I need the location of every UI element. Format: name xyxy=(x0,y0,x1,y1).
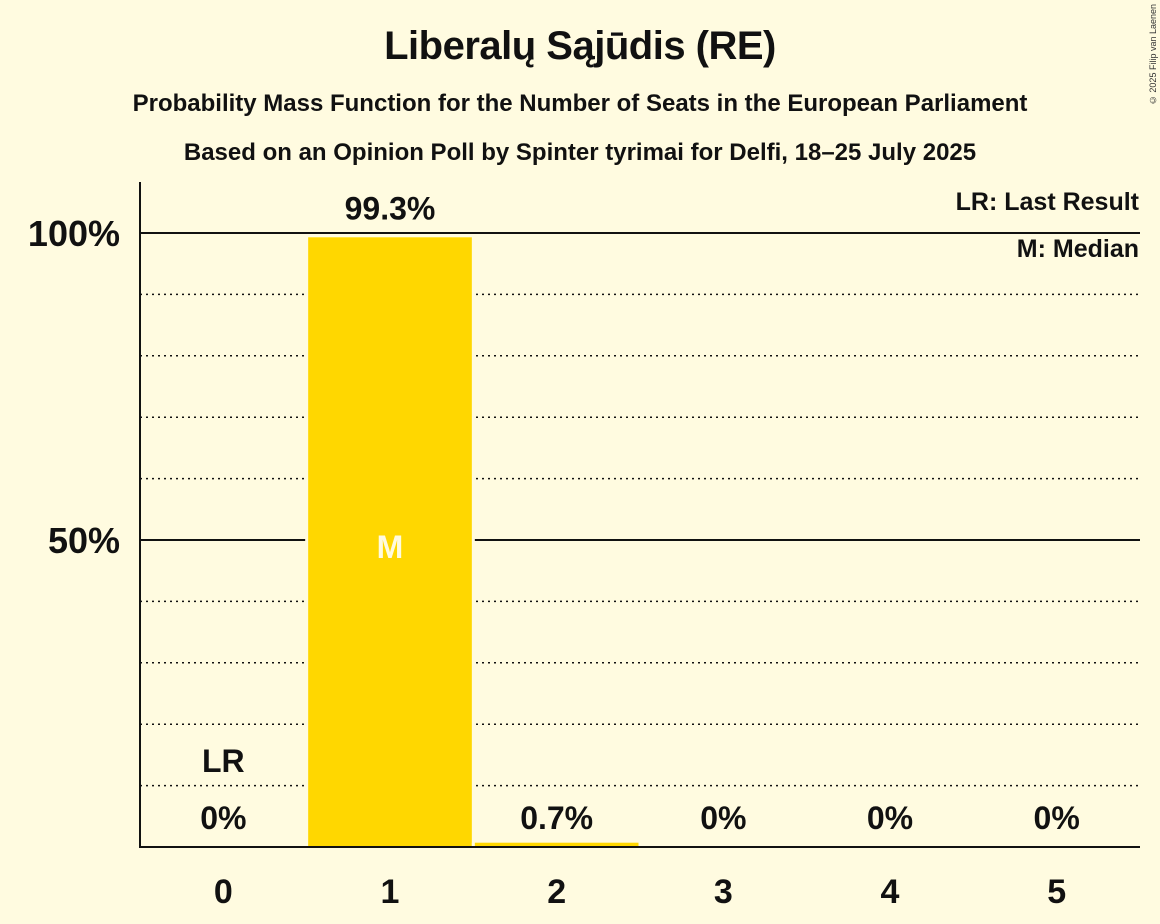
value-label: 0% xyxy=(200,800,246,836)
value-label: 0% xyxy=(1034,800,1080,836)
last-result-marker: LR xyxy=(202,743,245,779)
legend-last-result: LR: Last Result xyxy=(956,188,1140,216)
median-marker: M xyxy=(377,529,404,565)
x-tick-label: 3 xyxy=(714,873,733,911)
x-tick-label: 4 xyxy=(881,873,900,911)
chart-subtitle: Probability Mass Function for the Number… xyxy=(132,90,1028,117)
value-label: 0% xyxy=(700,800,746,836)
y-tick-label: 50% xyxy=(48,520,120,561)
y-tick-label: 100% xyxy=(28,213,120,254)
x-tick-label: 5 xyxy=(1047,873,1066,911)
bar-seat-2 xyxy=(474,842,639,847)
legend-median: M: Median xyxy=(1017,235,1139,263)
value-label: 99.3% xyxy=(345,190,436,226)
x-tick-label: 2 xyxy=(547,873,566,911)
value-label: 0% xyxy=(867,800,913,836)
x-tick-label: 1 xyxy=(381,873,400,911)
value-label: 0.7% xyxy=(520,800,593,836)
bar-seat-1 xyxy=(308,237,472,848)
x-tick-label: 0 xyxy=(214,873,233,911)
chart-source: Based on an Opinion Poll by Spinter tyri… xyxy=(183,139,977,166)
chart-title: Liberalų Sąjūdis (RE) xyxy=(384,24,776,68)
